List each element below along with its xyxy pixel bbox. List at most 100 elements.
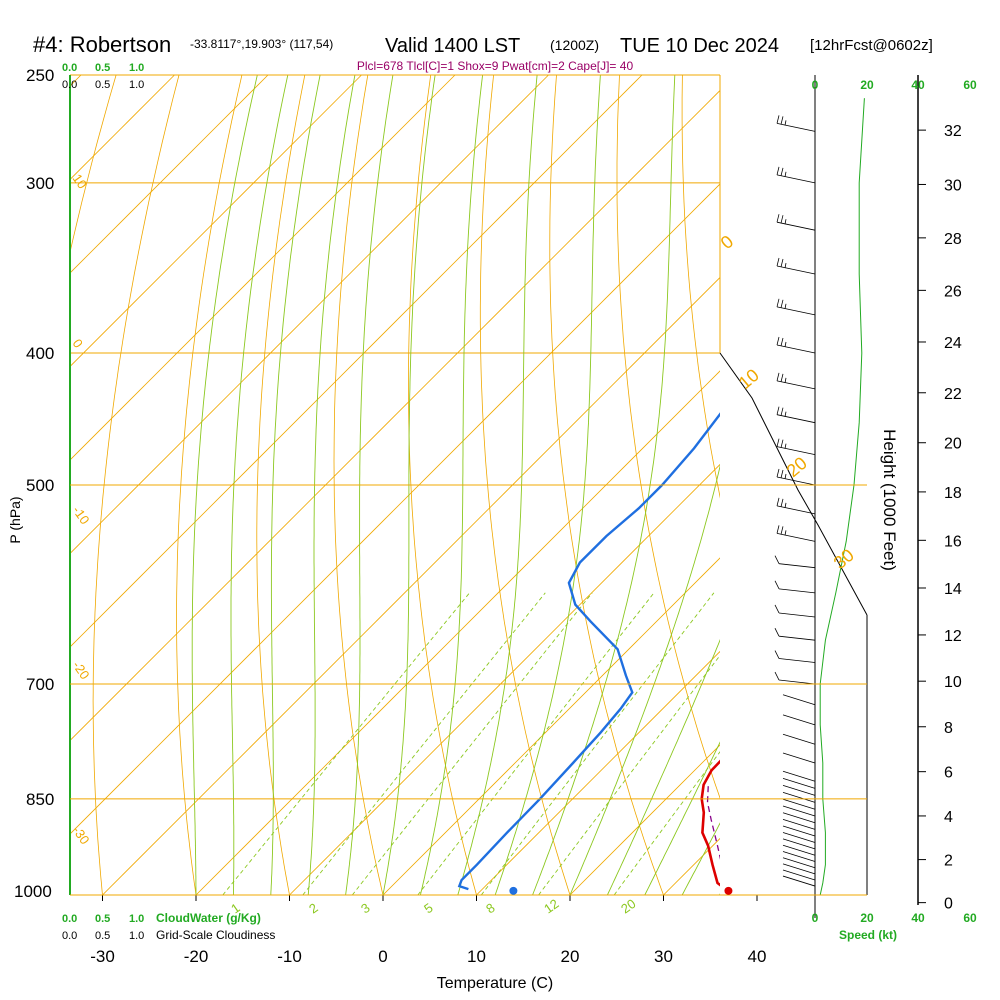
moist-adiabat-label: 20 <box>783 453 811 481</box>
moist-adiabat <box>532 75 676 895</box>
forecast-label: [12hrFcst@0602z] <box>810 37 933 54</box>
cloud-top-green-0: 0.0 <box>62 62 77 74</box>
height-axis-label: Height (1000 Feet) <box>880 429 899 571</box>
wind-barb <box>782 851 816 862</box>
cloudiness-label: Grid-Scale Cloudiness <box>156 928 275 942</box>
wind-barb <box>776 468 816 486</box>
wind-barb <box>782 770 816 782</box>
wind-barb <box>776 257 816 275</box>
moist-adiabat-label: 10 <box>735 365 763 393</box>
dry-adiabat <box>745 51 944 895</box>
mixing-ratio-label: 2 <box>306 900 321 916</box>
dry-adiabat <box>994 51 1000 895</box>
dry-adiabat <box>932 51 1000 895</box>
dry-adiabat <box>256 75 306 895</box>
pressure-tick-label: 500 <box>26 476 54 495</box>
temperature-profile <box>700 759 720 887</box>
wind-barb <box>776 438 816 456</box>
wind-barb <box>782 791 816 803</box>
height-tick-label: 10 <box>944 674 962 691</box>
wind-barb <box>782 838 816 850</box>
dry-adiabat <box>807 51 1000 895</box>
mixing-ratio-label: 5 <box>421 900 436 916</box>
height-tick-label: 6 <box>944 765 953 782</box>
wind-barb <box>774 628 816 641</box>
height-tick-label: 26 <box>944 283 962 300</box>
y-axis-label: P (hPa) <box>7 496 23 543</box>
mixing-ratio-line <box>222 592 470 895</box>
height-tick-label: 32 <box>944 123 962 140</box>
wind-barb <box>782 812 816 824</box>
mixing-ratio-label: 8 <box>483 900 498 916</box>
wind-barb <box>782 875 816 887</box>
wind-panel <box>774 98 865 896</box>
moist-adiabat-label: 30 <box>830 545 858 573</box>
speed-top-tick-label: 20 <box>860 78 874 92</box>
wind-barb <box>782 819 816 830</box>
wind-barb <box>776 372 816 390</box>
profile-lines <box>457 412 720 891</box>
height-tick-label: 28 <box>944 231 962 248</box>
height-tick-label: 18 <box>944 485 962 502</box>
dewpoint-profile <box>457 412 720 891</box>
dry-adiabat-label: -10 <box>70 503 93 527</box>
valid-time: Valid 1400 LST <box>385 35 520 57</box>
moist-adiabat <box>230 75 289 895</box>
dry-adiabat <box>92 75 180 895</box>
speed-top-tick-label: 60 <box>963 78 977 92</box>
speed-bottom-tick-label: 60 <box>963 911 977 925</box>
moist-adiabat <box>382 75 436 895</box>
station-title: #4: Robertson <box>33 32 171 57</box>
wind-barb <box>776 166 816 184</box>
cloud-bottom-black-1: 0.5 <box>95 930 110 942</box>
speed-axis-label: Speed (kt) <box>839 928 897 942</box>
cloud-top-green-1: 0.5 <box>95 62 110 74</box>
dry-adiabat-label: 0 <box>70 336 86 351</box>
wind-barb <box>774 604 816 618</box>
speed-top-tick-label: 40 <box>911 78 925 92</box>
height-tick-label: 20 <box>944 436 962 453</box>
wind-barb <box>782 832 816 843</box>
x-tick-label: 0 <box>378 947 387 966</box>
mixing-ratio-line <box>538 654 720 895</box>
height-tick-label: 16 <box>944 533 962 550</box>
wind-barb <box>782 798 816 810</box>
pressure-tick-label: 250 <box>26 66 54 85</box>
dry-adiabat-label: 10 <box>70 171 91 191</box>
moist-adiabat <box>270 75 321 895</box>
wind-speed-profile <box>819 98 865 896</box>
wind-barb <box>782 784 816 796</box>
cloudwater-label: CloudWater (g/Kg) <box>156 911 261 925</box>
x-tick-label: 20 <box>561 947 580 966</box>
isotherm-line <box>476 650 720 895</box>
moist-adiabat <box>307 75 356 895</box>
x-tick-label: 40 <box>748 947 767 966</box>
valid-date: TUE 10 Dec 2024 <box>620 35 779 57</box>
chart-header: #4: Robertson -33.8117°,19.903° (117,54)… <box>33 32 933 73</box>
wind-barb <box>776 406 816 424</box>
isotherm-line <box>70 75 362 368</box>
isotherm-line <box>70 75 269 274</box>
moist-adiabat <box>345 75 394 895</box>
speed-bottom-tick-label: 0 <box>812 911 819 925</box>
cloud-bottom-green-1: 0.5 <box>95 913 110 925</box>
dry-adiabat <box>616 75 720 800</box>
wind-barb <box>774 555 816 569</box>
wind-barb <box>782 825 816 837</box>
dry-adiabat-label: -20 <box>70 658 93 682</box>
cloud-top-green-2: 1.0 <box>129 62 144 74</box>
valid-utc: (1200Z) <box>550 37 599 53</box>
cloud-top-black-1: 0.5 <box>95 79 110 91</box>
wind-barb <box>774 650 816 663</box>
height-tick-label: 14 <box>944 581 962 598</box>
x-tick-label: -20 <box>184 947 209 966</box>
cloud-top-black-0: 0.0 <box>62 79 77 91</box>
wind-barb <box>782 777 816 789</box>
isotherm-line <box>382 557 720 895</box>
cloud-bottom-green-0: 0.0 <box>62 913 77 925</box>
speed-bottom-tick-label: 20 <box>860 911 874 925</box>
height-tick-label: 4 <box>944 809 953 826</box>
cloud-bottom-black-2: 1.0 <box>129 930 144 942</box>
wind-barb <box>782 694 816 706</box>
sounding-parameters: Plcl=678 Tlcl[C]=1 Shox=9 Pwat[cm]=2 Cap… <box>357 59 634 73</box>
